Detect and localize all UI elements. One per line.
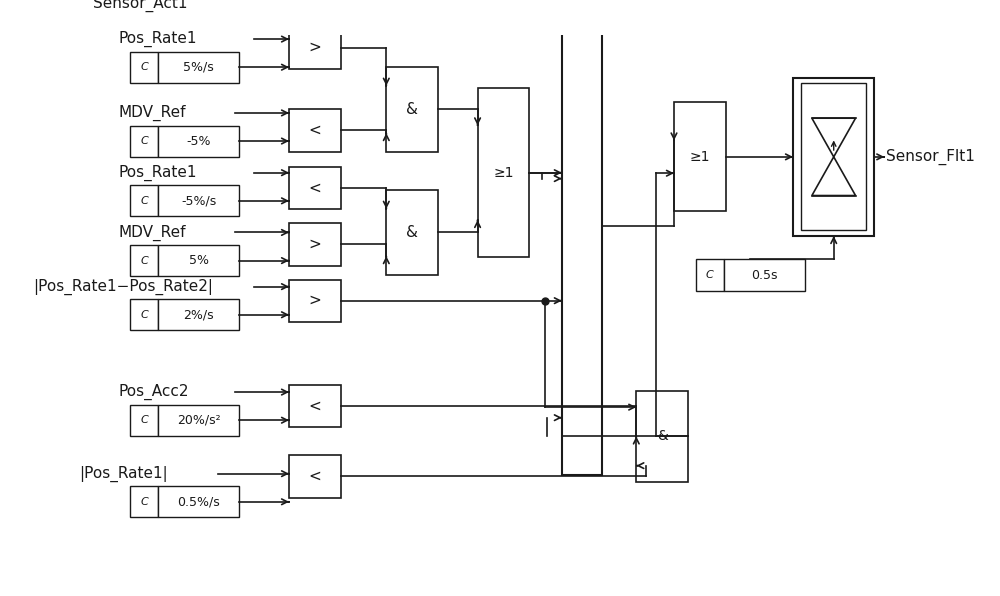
- Bar: [158, 486, 239, 517]
- Bar: [158, 126, 239, 157]
- Bar: [289, 26, 341, 69]
- Bar: [130, 299, 158, 330]
- Bar: [696, 259, 724, 291]
- Text: C: C: [706, 270, 714, 280]
- Text: <: <: [309, 399, 321, 414]
- Text: MDV_Ref: MDV_Ref: [118, 105, 186, 121]
- Text: |Pos_Rate1|: |Pos_Rate1|: [79, 465, 168, 482]
- Text: C: C: [140, 497, 148, 507]
- Bar: [158, 185, 239, 216]
- Text: &: &: [657, 429, 667, 443]
- Bar: [289, 280, 341, 322]
- Text: <: <: [309, 181, 321, 195]
- Text: 5%/s: 5%/s: [183, 61, 214, 74]
- Text: Pos_Rate1: Pos_Rate1: [118, 31, 197, 47]
- Text: <: <: [309, 123, 321, 138]
- Text: 0.5s: 0.5s: [751, 269, 778, 281]
- Bar: [636, 391, 688, 482]
- Bar: [130, 185, 158, 216]
- Text: 5%: 5%: [189, 254, 209, 267]
- Text: C: C: [140, 310, 148, 319]
- Bar: [289, 385, 341, 427]
- Text: MDV_Ref: MDV_Ref: [118, 224, 186, 241]
- Text: |Pos_Rate1−Pos_Rate2|: |Pos_Rate1−Pos_Rate2|: [33, 278, 213, 294]
- Bar: [158, 52, 239, 83]
- Text: C: C: [140, 256, 148, 266]
- Text: -5%/s: -5%/s: [181, 194, 216, 207]
- Text: 0.5%/s: 0.5%/s: [177, 495, 220, 508]
- Bar: [674, 103, 726, 212]
- Bar: [289, 455, 341, 498]
- Text: 2%/s: 2%/s: [183, 308, 214, 321]
- Bar: [130, 126, 158, 157]
- Bar: [724, 259, 805, 291]
- Text: >: >: [309, 40, 321, 55]
- Bar: [289, 224, 341, 265]
- Bar: [562, 0, 602, 475]
- Text: <: <: [309, 469, 321, 484]
- Text: >: >: [309, 237, 321, 252]
- Bar: [386, 67, 438, 151]
- Bar: [130, 405, 158, 436]
- Bar: [289, 110, 341, 151]
- Text: ≥1: ≥1: [493, 166, 514, 179]
- Text: -5%: -5%: [187, 135, 211, 148]
- Text: C: C: [140, 136, 148, 146]
- Text: Sensor_Act1: Sensor_Act1: [93, 0, 187, 12]
- Bar: [130, 52, 158, 83]
- Text: &: &: [406, 102, 418, 117]
- Text: Pos_Acc2: Pos_Acc2: [118, 384, 189, 400]
- Bar: [801, 83, 866, 230]
- Bar: [130, 486, 158, 517]
- Bar: [130, 245, 158, 276]
- Text: >: >: [309, 293, 321, 308]
- Bar: [386, 190, 438, 275]
- Bar: [158, 405, 239, 436]
- Text: C: C: [140, 415, 148, 425]
- Text: Pos_Rate1: Pos_Rate1: [118, 164, 197, 181]
- Text: &: &: [406, 225, 418, 240]
- Bar: [289, 167, 341, 209]
- Bar: [793, 77, 874, 236]
- Text: 20%/s²: 20%/s²: [177, 414, 221, 427]
- Text: C: C: [140, 62, 148, 72]
- Text: ≥1: ≥1: [690, 150, 710, 164]
- Bar: [478, 88, 529, 257]
- Bar: [158, 245, 239, 276]
- Text: C: C: [140, 196, 148, 206]
- Bar: [158, 299, 239, 330]
- Text: Sensor_Flt1: Sensor_Flt1: [886, 149, 975, 165]
